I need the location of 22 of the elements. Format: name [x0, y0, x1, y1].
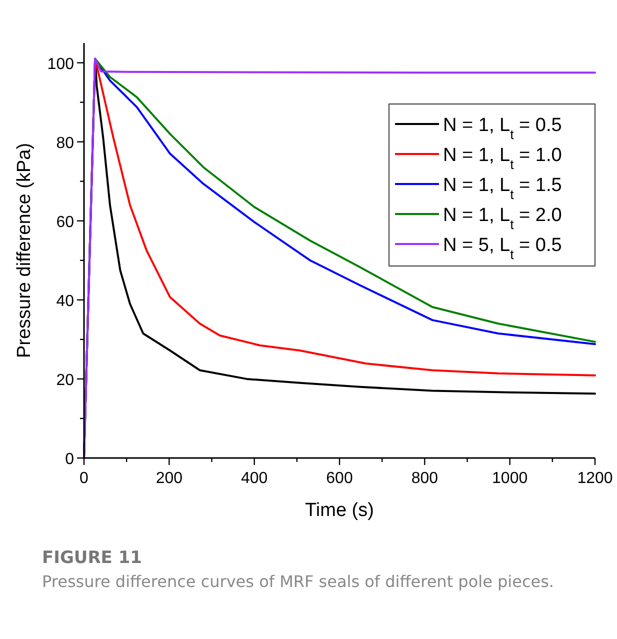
y-tick-label: 20 [56, 372, 74, 389]
legend-label: N = 1, L$_{t}$ = 1.5 [443, 175, 562, 202]
y-tick-label: 80 [56, 134, 74, 152]
y-tick-label: 0 [65, 451, 74, 468]
x-tick-label: 1200 [577, 470, 613, 487]
legend-label: N = 5, L$_{t}$ = 0.5 [443, 235, 562, 262]
legend-label: N = 1, L$_{t}$ = 2.0 [443, 205, 562, 232]
y-tick-label: 60 [56, 214, 74, 231]
x-tick-label: 400 [240, 470, 268, 487]
y-axis-title: Pressure difference (kPa) [14, 142, 35, 358]
x-tick-label: 600 [326, 470, 353, 487]
x-tick-label: 200 [156, 470, 183, 487]
x-tick-label: 0 [80, 470, 89, 487]
x-axis-title: Time (s) [305, 500, 374, 521]
y-tick-label: 40 [56, 292, 74, 310]
text: Pressure difference curves of MRF seals of different pole pieces. [42, 571, 556, 593]
caption: FIGURE 11 [42, 548, 142, 568]
legend-label: N = 1, L$_{t}$ = 0.5 [443, 115, 562, 142]
x-tick-label: 800 [411, 470, 438, 487]
y-tick-label: 100 [47, 56, 74, 73]
legend-label: N = 1, L$_{t}$ = 1.0 [443, 145, 562, 172]
x-tick-label: 1000 [492, 470, 528, 487]
